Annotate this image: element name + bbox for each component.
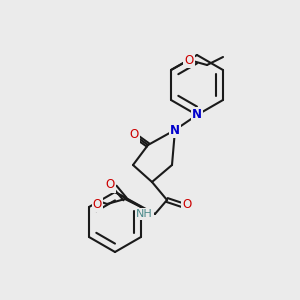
Text: N: N [192, 109, 202, 122]
Text: O: O [184, 53, 194, 67]
Text: O: O [105, 178, 115, 191]
Text: O: O [182, 199, 192, 212]
Text: O: O [93, 197, 102, 211]
Text: NH: NH [136, 209, 153, 219]
Text: N: N [170, 124, 180, 136]
Text: O: O [129, 128, 139, 142]
